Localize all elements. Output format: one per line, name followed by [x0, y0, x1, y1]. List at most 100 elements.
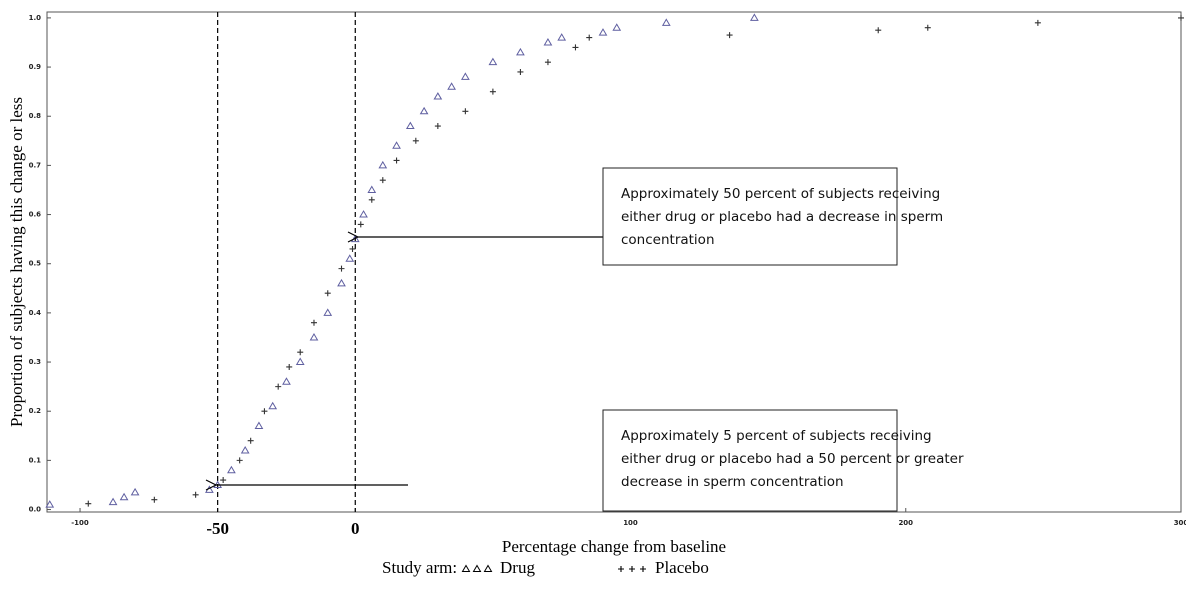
triangle-marker — [240, 446, 250, 454]
triangle-marker — [227, 465, 236, 474]
plus-marker — [247, 437, 254, 444]
triangle-marker — [516, 47, 525, 56]
legend-label: Drug — [500, 558, 535, 577]
triangle-marker — [488, 57, 498, 66]
triangle-marker — [367, 185, 377, 193]
plus-marker — [338, 265, 345, 272]
annotation-text: decrease in sperm concentration — [621, 474, 844, 490]
legend-title: Study arm: — [382, 558, 457, 577]
y-tick-label: 0.2 — [29, 407, 42, 415]
y-tick-label: 1.0 — [29, 14, 42, 22]
annotation-text: Approximately 5 percent of subjects rece… — [621, 428, 932, 444]
y-tick-label: 0.1 — [29, 456, 42, 464]
plus-marker — [586, 34, 593, 41]
plus-marker — [324, 290, 331, 297]
x-tick-label: 100 — [623, 519, 638, 527]
triangle-marker — [419, 106, 429, 115]
annotation-box — [602, 409, 898, 512]
plus-marker — [924, 24, 931, 31]
y-tick-label: 0.3 — [29, 358, 42, 366]
x-axis-label: Percentage change from baseline — [502, 537, 726, 556]
plus-marker — [368, 196, 375, 203]
y-axis-label: Proportion of subjects having this chang… — [7, 97, 26, 427]
triangle-marker — [750, 13, 759, 21]
triangle-marker — [598, 28, 608, 36]
plus-marker — [489, 88, 496, 95]
plus-marker — [412, 137, 419, 144]
x-tick-label: -100 — [71, 519, 89, 527]
plus-marker — [393, 157, 400, 164]
plus-marker — [1178, 14, 1184, 21]
y-tick-label: 0.7 — [29, 161, 42, 169]
triangle-marker — [268, 401, 278, 410]
triangle-marker — [612, 23, 622, 31]
x-tick-label: 300 — [1174, 519, 1186, 527]
annotation-text: concentration — [621, 232, 715, 248]
y-tick-label: 0.6 — [29, 211, 42, 219]
plus-marker — [220, 477, 227, 484]
plus-marker — [726, 32, 733, 39]
triangle-marker — [461, 564, 471, 572]
annotation-text: either drug or placebo had a decrease in… — [621, 209, 943, 225]
triangle-marker — [282, 377, 291, 385]
legend-label: Placebo — [655, 558, 709, 577]
x-tick-label: 0 — [351, 519, 360, 538]
y-tick-label: 0.8 — [29, 112, 42, 120]
plus-marker — [875, 27, 882, 34]
plus-marker — [151, 496, 158, 503]
plus-marker — [85, 500, 92, 507]
triangle-marker — [405, 121, 415, 130]
triangle-marker — [543, 37, 553, 46]
triangle-marker — [337, 278, 346, 287]
plot-frame — [46, 11, 1182, 513]
y-tick-label: 0.0 — [29, 506, 42, 514]
plus-marker — [640, 566, 646, 572]
legend: Study arm: Drug Placebo — [382, 558, 709, 577]
annotation-box — [602, 167, 898, 266]
plus-marker — [261, 408, 268, 415]
triangle-marker — [460, 72, 470, 80]
plus-marker — [434, 123, 441, 130]
triangle-marker — [447, 82, 456, 90]
annotation-text: either drug or placebo had a 50 percent … — [621, 451, 964, 467]
plus-marker — [629, 566, 635, 572]
y-tick-label: 0.5 — [29, 260, 42, 268]
triangle-marker — [309, 332, 319, 341]
triangle-marker — [359, 210, 368, 218]
plus-marker — [297, 349, 304, 356]
triangle-marker — [557, 33, 567, 41]
x-tick-label: 200 — [898, 519, 913, 527]
triangle-marker — [472, 564, 482, 572]
triangle-marker — [108, 497, 118, 506]
plus-marker — [357, 221, 364, 228]
plus-marker — [1034, 19, 1041, 26]
triangle-marker — [345, 254, 355, 262]
y-tick-label: 0.9 — [29, 63, 42, 71]
triangle-marker — [295, 357, 305, 366]
triangle-marker — [205, 485, 214, 493]
plus-marker — [275, 383, 282, 390]
plus-marker — [544, 59, 551, 66]
triangle-marker — [254, 421, 264, 429]
triangle-marker — [392, 141, 401, 149]
series — [85, 14, 1184, 507]
plus-marker — [310, 319, 317, 326]
y-tick-label: 0.4 — [29, 309, 42, 317]
triangle-marker — [483, 564, 493, 572]
plus-marker — [236, 457, 243, 464]
annotation-text: Approximately 50 percent of subjects rec… — [621, 186, 940, 202]
triangle-marker — [45, 500, 55, 508]
plus-marker — [379, 177, 386, 184]
plus-marker — [517, 68, 524, 75]
plus-marker — [349, 245, 356, 252]
plus-marker — [192, 491, 199, 498]
plus-marker — [462, 108, 469, 115]
plus-marker — [572, 44, 579, 51]
triangle-marker — [323, 308, 333, 316]
triangle-marker — [130, 487, 140, 496]
plus-marker — [618, 566, 624, 572]
triangle-marker — [661, 18, 671, 26]
x-tick-label: -50 — [206, 519, 229, 538]
